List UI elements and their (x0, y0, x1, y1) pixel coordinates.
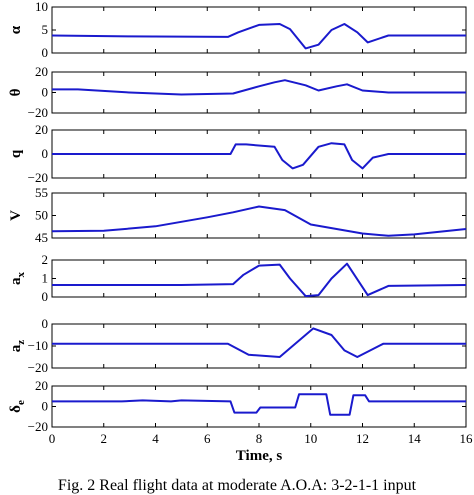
subplot-4: 45 50 55 V (8, 185, 467, 245)
subplot-1: 0 5 10 α (8, 0, 467, 60)
y-tick-label: 0 (42, 316, 49, 331)
series-line (52, 79, 466, 96)
x-tick-label: 16 (460, 431, 474, 446)
y-tick-label: 1 (42, 271, 49, 286)
y-tick-label: 20 (35, 64, 48, 79)
series-line (51, 205, 467, 237)
y-tick-label: 0 (42, 399, 49, 414)
y-axis-label: α (8, 25, 24, 34)
y-tick-label: 0 (42, 146, 49, 161)
series-line (52, 142, 466, 170)
y-tick-label: −20 (28, 105, 48, 120)
y-tick-label: −20 (28, 419, 48, 434)
y-axis-label: ax (8, 272, 27, 286)
plot-frame (51, 6, 467, 54)
x-tick-label: 14 (408, 431, 422, 446)
y-tick-label: 0 (42, 45, 49, 60)
y-axis-label: V (8, 210, 24, 221)
y-tick-label: 45 (35, 230, 48, 245)
plot-frame (51, 385, 467, 428)
y-tick-label: −20 (28, 360, 48, 375)
series-line (52, 327, 466, 358)
x-tick-label: 0 (49, 431, 56, 446)
y-tick-label: 20 (35, 122, 48, 137)
x-tick-label: 4 (152, 431, 159, 446)
y-axis-label: δe (8, 400, 27, 413)
plot-frame (51, 323, 467, 369)
y-axis-label: q (8, 149, 24, 158)
y-tick-label: −20 (28, 170, 48, 185)
series-line (51, 23, 466, 50)
y-tick-label: 10 (35, 0, 48, 14)
subplot-6: −20 −10 0 az (8, 316, 467, 375)
x-tick-label: 6 (204, 431, 211, 446)
y-tick-label: 5 (42, 22, 49, 37)
plot-frame (51, 192, 467, 239)
x-tick-label: 10 (304, 431, 317, 446)
y-tick-label: 50 (35, 208, 48, 223)
x-tick-label: 8 (256, 431, 263, 446)
y-axis-label: az (8, 340, 27, 353)
y-tick-label: 2 (42, 252, 49, 267)
y-axis-label: θ (8, 88, 24, 96)
y-tick-label: −10 (28, 338, 48, 353)
figure-caption: Fig. 2 Real flight data at moderate A.O.… (58, 477, 417, 494)
x-tick-label: 2 (101, 431, 108, 446)
y-tick-label: 0 (42, 85, 49, 100)
x-axis-label: Time, s (236, 448, 283, 464)
y-tick-label: 20 (35, 378, 48, 393)
subplots: 0510α−20020θ−20020q455055V012ax−20−100az… (8, 0, 473, 464)
x-tick-label: 12 (356, 431, 369, 446)
subplot-2: −20 0 20 θ (8, 64, 467, 120)
y-tick-label: 55 (35, 185, 48, 200)
series-line (52, 393, 466, 416)
subplot-5: 0 1 2 ax (8, 252, 467, 304)
subplot-3: −20 0 20 q (8, 122, 467, 185)
y-tick-label: 0 (42, 289, 49, 304)
series-line (52, 262, 467, 298)
